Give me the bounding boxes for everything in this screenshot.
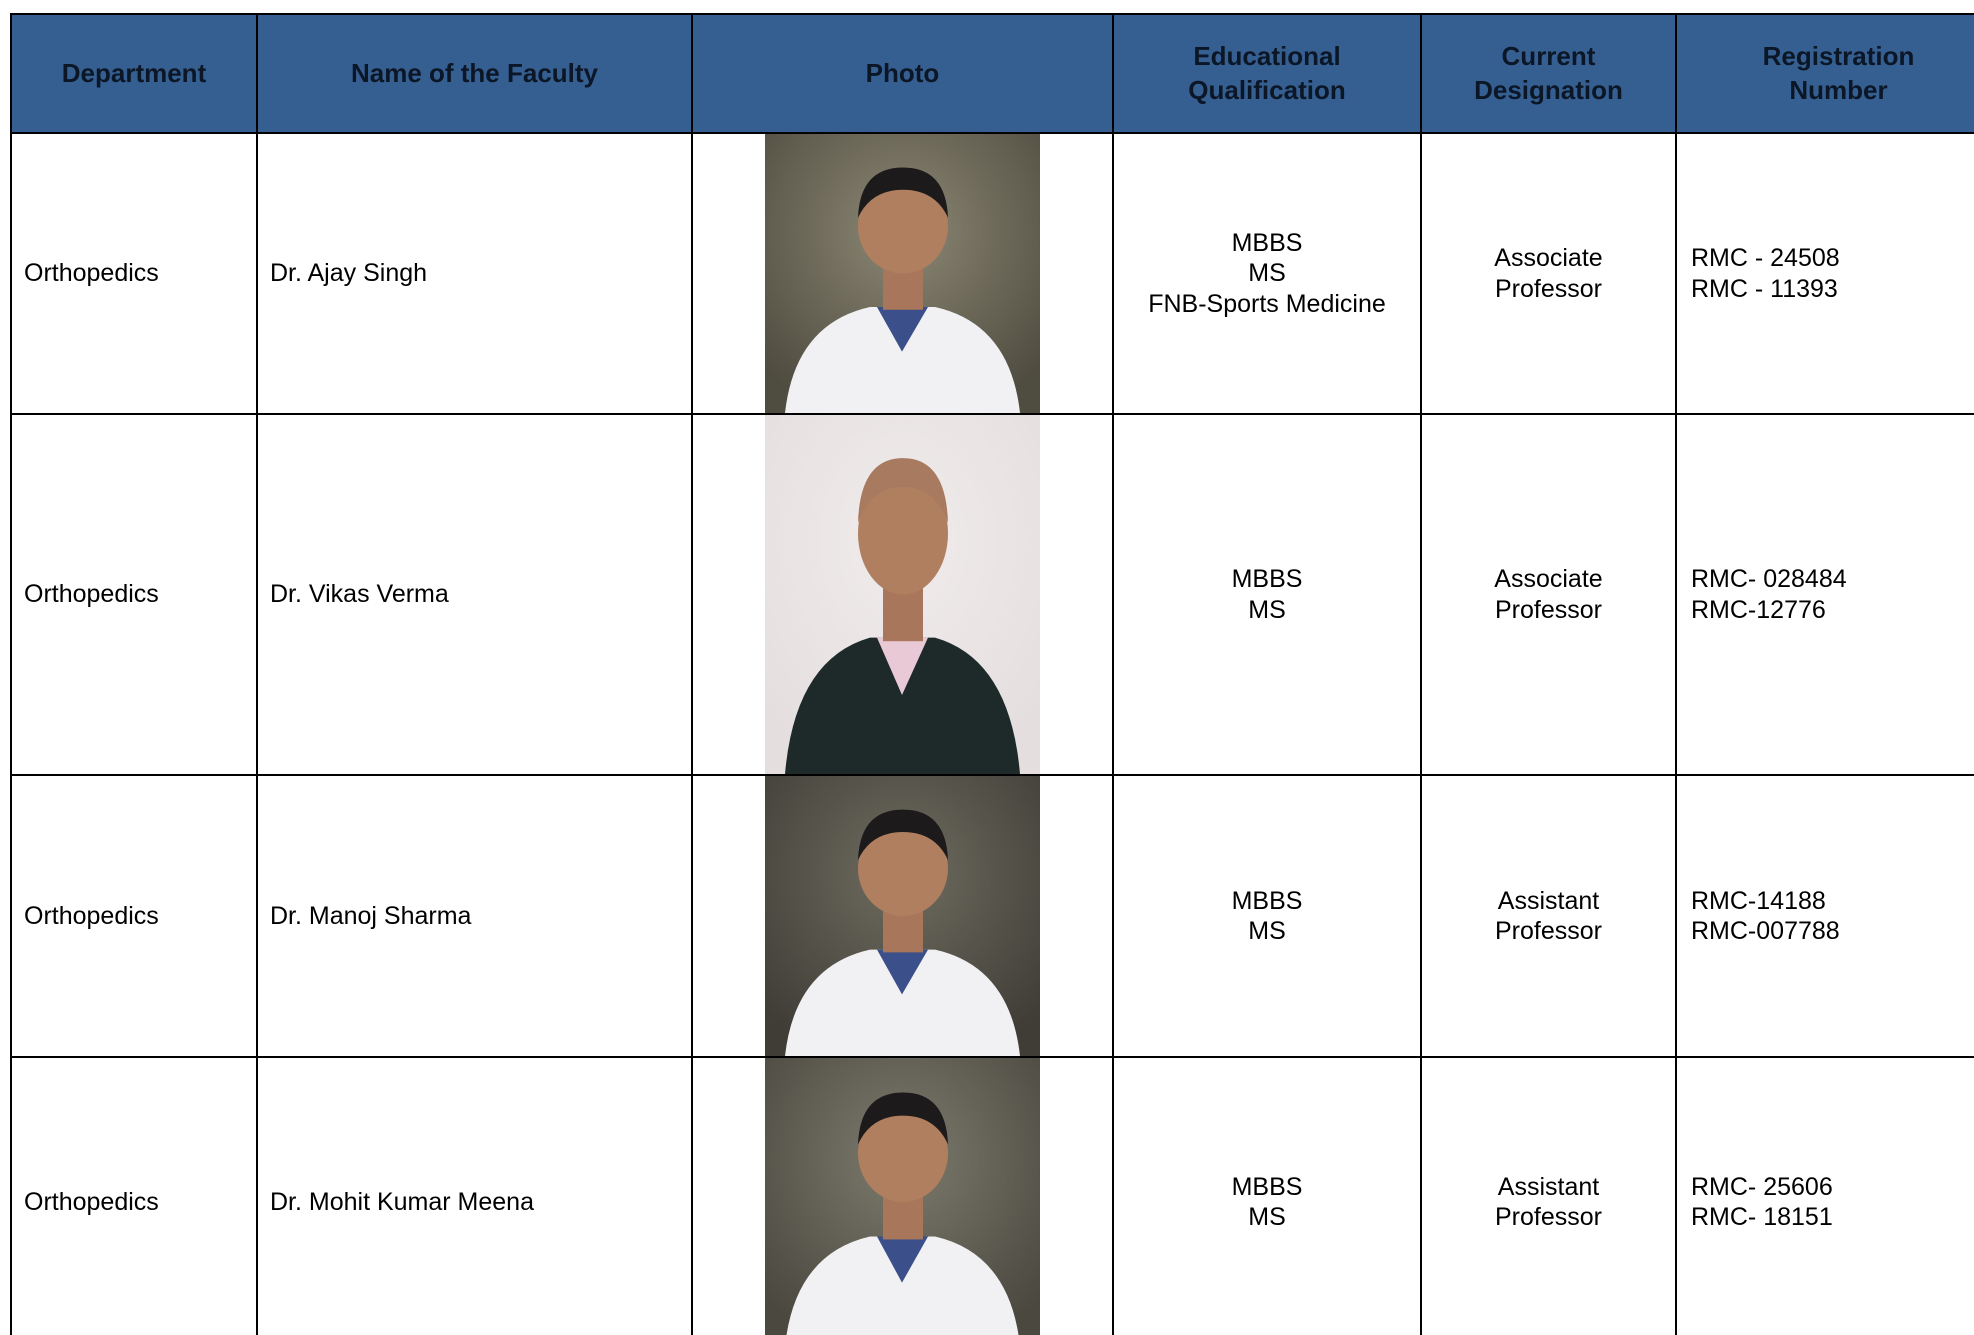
registration-line: RMC- 18151 (1691, 1203, 1833, 1231)
header-row: Department Name of the Faculty Photo Educat… (10, 13, 1974, 134)
designation-text: Assistant Professor (1495, 1172, 1602, 1232)
faculty-photo (765, 415, 1040, 774)
qualification-line: MS (1248, 917, 1286, 945)
column-header: Educational Qualification (1112, 13, 1422, 134)
photo-cell (691, 132, 1114, 415)
registration-line: RMC-12776 (1691, 595, 1826, 624)
faculty-photo (765, 134, 1040, 413)
registration-cell: RMC- 25606 RMC- 18151 (1675, 1056, 1974, 1335)
qualification-cell: MBBS MS (1112, 774, 1422, 1058)
photo-cell (691, 1056, 1114, 1335)
registration-line: RMC-007788 (1691, 917, 1840, 945)
qualification-line: MS (1248, 259, 1286, 288)
faculty-row: Orthopedics Dr. Mohit Kumar Meena MBBS MS A… (10, 1056, 1974, 1335)
designation-text: Associate Professor (1494, 565, 1603, 624)
registration-line: RMC- 028484 (1691, 565, 1847, 593)
registration-line: RMC-14188 (1691, 886, 1826, 915)
faculty-table: Department Name of the Faculty Photo Educat… (10, 13, 1974, 1335)
table-body: Orthopedics Dr. Ajay Singh MBBS MS FNB-Spor… (10, 132, 1974, 1335)
faculty-row: Orthopedics Dr. Manoj Sharma MBBS MS Assist… (10, 774, 1974, 1058)
registration-line: RMC- 25606 (1691, 1172, 1833, 1201)
header-text: Educational Qualification (1188, 40, 1346, 105)
registration-cell: RMC - 24508 RMC - 11393 (1675, 132, 1974, 415)
header-text: Name of the Faculty (350, 57, 599, 88)
qualification-line: MS (1248, 1203, 1286, 1231)
name-cell: Dr. Vikas Verma (256, 413, 693, 776)
qualification-line: MS (1248, 595, 1286, 624)
faculty-photo (765, 776, 1040, 1056)
department-cell: Orthopedics (10, 132, 258, 415)
designation-text: Assistant Professor (1495, 886, 1602, 946)
faculty-table-wrap: Department Name of the Faculty Photo Educat… (10, 13, 1974, 1335)
qualification-line: FNB-Sports Medicine (1148, 289, 1386, 318)
designation-cell: Assistant Professor (1420, 774, 1677, 1058)
qualification-line: MBBS (1231, 228, 1303, 257)
registration-line: RMC - 11393 (1691, 274, 1838, 303)
department-cell: Orthopedics (10, 774, 258, 1058)
header-text: Photo (865, 57, 940, 88)
name-cell: Dr. Ajay Singh (256, 132, 693, 415)
column-header: Photo (691, 13, 1114, 134)
department-cell: Orthopedics (10, 413, 258, 776)
faculty-row: Orthopedics Dr. Ajay Singh MBBS MS FNB-Spor… (10, 132, 1974, 415)
designation-cell: Assistant Professor (1420, 1056, 1677, 1335)
photo-cell (691, 413, 1114, 776)
designation-cell: Associate Professor (1420, 132, 1677, 415)
designation-cell: Associate Professor (1420, 413, 1677, 776)
department-cell: Orthopedics (10, 1056, 258, 1335)
qualification-cell: MBBS MS (1112, 1056, 1422, 1335)
qualification-line: MBBS (1231, 1172, 1303, 1201)
column-header: Registration Number (1675, 13, 1974, 134)
qualification-cell: MBBS MS (1112, 413, 1422, 776)
header-text: Department (61, 57, 207, 88)
faculty-photo (765, 1058, 1040, 1335)
header-text: Registration Number (1762, 40, 1915, 105)
name-cell: Dr. Manoj Sharma (256, 774, 693, 1058)
registration-cell: RMC-14188 RMC-007788 (1675, 774, 1974, 1058)
qualification-cell: MBBS MS FNB-Sports Medicine (1112, 132, 1422, 415)
column-header: Name of the Faculty (256, 13, 693, 134)
qualification-line: MBBS (1231, 565, 1303, 593)
registration-line: RMC - 24508 (1691, 244, 1840, 272)
column-header: Current Designation (1420, 13, 1677, 134)
registration-cell: RMC- 028484 RMC-12776 (1675, 413, 1974, 776)
header-text: Current Designation (1474, 40, 1623, 105)
column-header: Department (10, 13, 258, 134)
photo-cell (691, 774, 1114, 1058)
designation-text: Associate Professor (1494, 244, 1603, 303)
faculty-row: Orthopedics Dr. Vikas Verma MBBS MS Associa… (10, 413, 1974, 776)
qualification-line: MBBS (1231, 886, 1303, 915)
table-header: Department Name of the Faculty Photo Educat… (10, 13, 1974, 134)
name-cell: Dr. Mohit Kumar Meena (256, 1056, 693, 1335)
